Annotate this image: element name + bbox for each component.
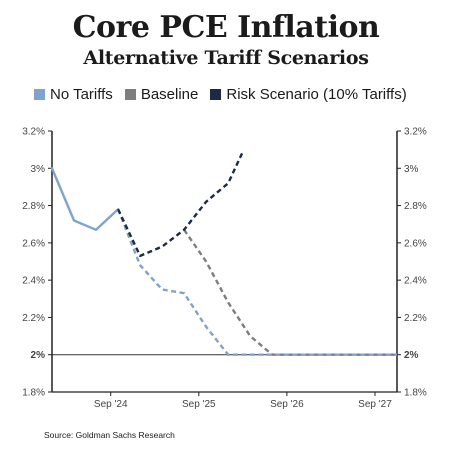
y-tick-label-left: 2.8% xyxy=(22,201,45,212)
y-tick-label-left: 3% xyxy=(31,164,46,175)
series-no-tariffs-dashed-line xyxy=(116,208,397,356)
chart-legend: No Tariffs Baseline Risk Scenario (10% T… xyxy=(34,86,444,103)
y-tick-label-right: 1.8% xyxy=(404,388,427,399)
chart-subtitle: Alternative Tariff Scenarios xyxy=(83,47,369,69)
legend-swatch-no-tariffs xyxy=(34,89,45,100)
series-no-tariffs-solid-line xyxy=(50,167,120,231)
y-tick-label-left: 1.8% xyxy=(22,388,45,399)
y-tick-label-right: 2.2% xyxy=(404,313,427,324)
legend-swatch-risk-scenario xyxy=(210,89,222,100)
chart-title: Core PCE Inflation xyxy=(72,10,380,45)
y-tick-label-right: 2.6% xyxy=(404,238,427,249)
source-note: Source: Goldman Sachs Research xyxy=(44,430,175,440)
x-tick-label: Sep '26 xyxy=(270,399,304,410)
legend-item-no-tariffs: No Tariffs xyxy=(34,86,113,103)
y-tick-label-left: 2.2% xyxy=(22,313,45,324)
legend-item-baseline: Baseline xyxy=(124,86,199,103)
y-tick-label-right: 3% xyxy=(404,164,419,175)
y-tick-label-right: 3.2% xyxy=(404,127,427,138)
legend-label-baseline: Baseline xyxy=(140,86,199,103)
series-baseline-line xyxy=(183,229,397,356)
y-tick-label-left: 3.2% xyxy=(22,127,45,138)
y-tick-label-right: 2.8% xyxy=(404,201,427,212)
x-tick-label: Sep '25 xyxy=(182,399,216,410)
y-tick-label-left: 2% xyxy=(31,350,46,361)
series-risk-scenario-10-tariffs-line xyxy=(117,150,244,258)
y-tick-label-left: 2.4% xyxy=(22,276,45,287)
legend-swatch-baseline xyxy=(124,89,136,100)
y-tick-label-right: 2.4% xyxy=(404,276,427,287)
legend-item-risk-scenario: Risk Scenario (10% Tariffs) xyxy=(210,86,407,103)
legend-label-no-tariffs: No Tariffs xyxy=(50,86,113,103)
x-tick-label: Sep '27 xyxy=(358,399,392,410)
legend-label-risk-scenario: Risk Scenario (10% Tariffs) xyxy=(226,86,407,103)
x-tick-label: Sep '24 xyxy=(94,399,128,410)
y-tick-label-right: 2% xyxy=(404,350,419,361)
y-tick-label-left: 2.6% xyxy=(22,238,45,249)
